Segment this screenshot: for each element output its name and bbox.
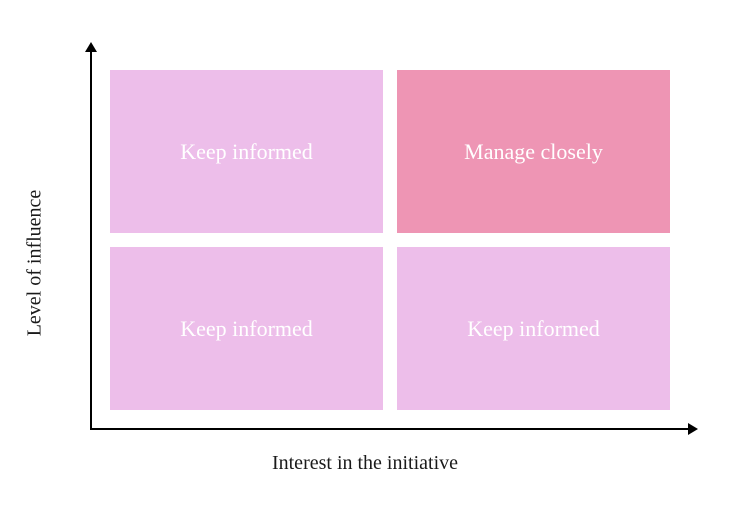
stakeholder-matrix-diagram: Level of influence Keep informed Manage …	[0, 0, 730, 525]
quadrant-bottom-left: Keep informed	[110, 247, 383, 410]
quadrant-label: Manage closely	[464, 139, 603, 165]
y-axis-label: Level of influence	[24, 189, 47, 336]
quadrant-bottom-right: Keep informed	[397, 247, 670, 410]
quadrant-top-right: Manage closely	[397, 70, 670, 233]
quadrant-label: Keep informed	[467, 316, 600, 342]
y-axis-arrow	[85, 42, 97, 52]
x-axis-line	[90, 428, 690, 430]
y-axis-line	[90, 50, 92, 430]
quadrant-label: Keep informed	[180, 316, 313, 342]
x-axis-arrow	[688, 423, 698, 435]
quadrant-top-left: Keep informed	[110, 70, 383, 233]
x-axis-label: Interest in the initiative	[0, 452, 730, 475]
quadrant-grid: Keep informed Manage closely Keep inform…	[110, 70, 670, 410]
quadrant-label: Keep informed	[180, 139, 313, 165]
